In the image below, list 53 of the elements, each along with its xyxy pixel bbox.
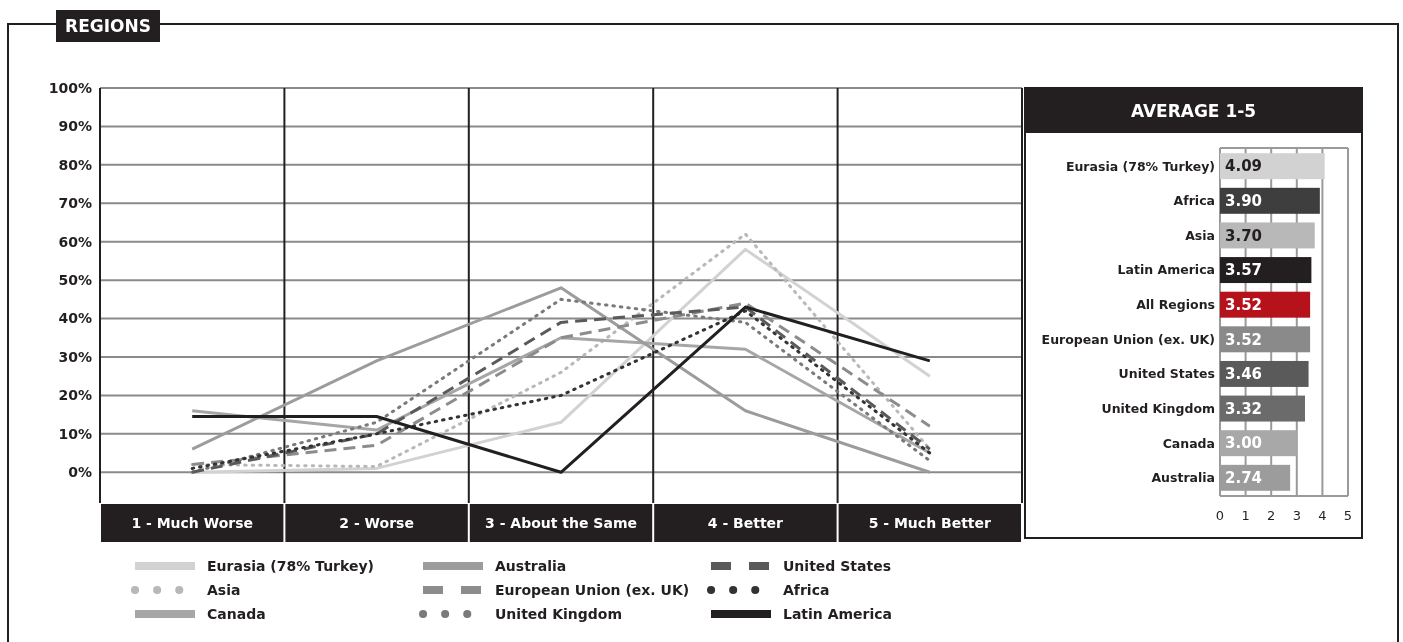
- legend-label: Canada: [207, 605, 266, 622]
- x-tick-label: 4: [1318, 508, 1327, 523]
- chart-title: AVERAGE 1-5: [1130, 100, 1257, 121]
- data-label: 3.70: [1225, 226, 1263, 245]
- data-label: 3.46: [1225, 365, 1263, 384]
- x-tick-label: 0: [1215, 508, 1225, 523]
- y-tick-label: 50%: [58, 272, 92, 289]
- data-label: 4.09: [1225, 157, 1263, 176]
- data-label: 3.57: [1225, 261, 1263, 280]
- chart-title: REGIONS: [65, 15, 151, 36]
- y-tick-label: Eurasia (78% Turkey): [1065, 158, 1215, 174]
- x-tick-label: 2 - Worse: [339, 514, 414, 531]
- y-tick-label: European Union (ex. UK): [1041, 331, 1215, 347]
- legend-label: Eurasia (78% Turkey): [207, 557, 374, 574]
- x-tick-label: 5 - Much Better: [868, 514, 992, 531]
- x-tick-label: 1 - Much Worse: [131, 514, 254, 531]
- y-tick-label: 100%: [48, 79, 92, 96]
- x-tick-label: 3: [1292, 508, 1301, 523]
- data-label: 3.32: [1225, 399, 1263, 418]
- x-tick-label: 5: [1343, 508, 1353, 523]
- data-label: 3.00: [1225, 434, 1263, 453]
- y-tick-label: 20%: [58, 387, 92, 404]
- x-tick-label: 4 - Better: [707, 514, 784, 531]
- x-tick-label: 1: [1241, 508, 1250, 523]
- y-tick-label: 90%: [58, 118, 92, 135]
- y-tick-label: All Regions: [1136, 297, 1215, 313]
- legend-label: United States: [783, 557, 891, 574]
- data-label: 3.52: [1225, 295, 1263, 314]
- y-tick-label: United States: [1118, 366, 1215, 382]
- x-tick-label: 2: [1267, 508, 1276, 523]
- y-tick-label: United Kingdom: [1101, 400, 1215, 416]
- data-label: 3.90: [1225, 192, 1263, 211]
- y-tick-label: 30%: [58, 348, 92, 365]
- y-tick-label: 40%: [58, 310, 92, 327]
- legend-label: Africa: [783, 581, 830, 598]
- legend-label: Asia: [207, 581, 241, 598]
- y-tick-label: Africa: [1173, 193, 1215, 209]
- y-tick-label: Asia: [1185, 227, 1215, 243]
- y-tick-label: 80%: [58, 156, 92, 173]
- x-tick-label: 3 - About the Same: [485, 514, 637, 531]
- y-tick-label: 0%: [68, 464, 92, 481]
- data-label: 2.74: [1225, 469, 1263, 488]
- y-tick-label: Canada: [1162, 435, 1215, 451]
- y-tick-label: Latin America: [1117, 262, 1215, 278]
- legend-label: European Union (ex. UK): [495, 581, 690, 598]
- y-tick-label: Australia: [1151, 470, 1215, 486]
- legend-label: United Kingdom: [495, 605, 623, 622]
- legend-label: Latin America: [783, 605, 893, 622]
- y-tick-label: 60%: [58, 233, 92, 250]
- data-label: 3.52: [1225, 330, 1263, 349]
- legend-label: Australia: [495, 557, 567, 574]
- y-tick-label: 10%: [58, 425, 92, 442]
- y-tick-label: 70%: [58, 195, 92, 212]
